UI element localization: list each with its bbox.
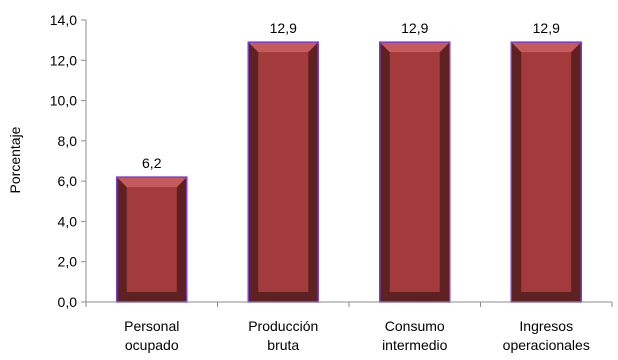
data-label: 12,9	[270, 20, 297, 36]
bar-body	[116, 177, 187, 302]
data-label: 12,9	[533, 20, 560, 36]
bar-body	[248, 42, 319, 303]
bar: 12,9	[510, 20, 582, 303]
x-axis: Personal ocupado Producción bruta Consumo int…	[85, 301, 613, 353]
x-category-label: Consumo	[385, 318, 445, 334]
bar-bevel-right	[176, 177, 187, 302]
bar-bevel-left	[379, 42, 390, 303]
bar-bevel-bottom	[511, 292, 582, 302]
y-tick-label: 6,0	[58, 173, 78, 189]
bar-bevel-right	[571, 42, 582, 303]
x-category-label: bruta	[267, 337, 299, 353]
bar-bevel-top	[248, 42, 319, 53]
x-category-label: Producción	[248, 318, 318, 334]
y-tick-label: 2,0	[58, 254, 78, 270]
bar-bevel-bottom	[248, 292, 319, 302]
bar-bevel-top	[379, 42, 450, 53]
bar-bevel-right	[439, 42, 450, 303]
y-axis: 0,0 2,0 4,0 6,0 8,0 10,0 12,0 14,0	[50, 12, 87, 310]
bar-bevel-top	[116, 177, 187, 188]
data-label: 6,2	[142, 155, 162, 171]
bar-bevel-left	[248, 42, 259, 303]
x-category-label: ocupado	[125, 337, 179, 353]
y-tick-label: 14,0	[50, 12, 77, 28]
bar-bevel-left	[116, 177, 127, 302]
x-category-label: operacionales	[503, 337, 590, 353]
bar-body	[511, 42, 582, 303]
x-category-label: Ingresos	[519, 318, 573, 334]
bar-bevel-right	[308, 42, 319, 303]
y-tick-label: 10,0	[50, 93, 77, 109]
x-category-label: Personal	[124, 318, 179, 334]
y-tick-label: 12,0	[50, 52, 77, 68]
y-axis-title: Porcentaje	[7, 126, 23, 193]
bar-bevel-bottom	[379, 292, 450, 302]
y-tick-label: 0,0	[58, 294, 78, 310]
y-tick-label: 4,0	[58, 213, 78, 229]
data-label: 12,9	[401, 20, 428, 36]
bars: 6,2 12,9 12,9 12,9	[116, 20, 582, 303]
bar: 12,9	[379, 20, 451, 303]
bar: 12,9	[247, 20, 319, 303]
bar-bevel-top	[511, 42, 582, 53]
bar-body	[379, 42, 450, 303]
y-tick-label: 8,0	[58, 133, 78, 149]
bar: 6,2	[116, 155, 188, 303]
x-category-label: intermedio	[382, 337, 448, 353]
bar-bevel-left	[511, 42, 522, 303]
bar-bevel-bottom	[116, 292, 187, 302]
